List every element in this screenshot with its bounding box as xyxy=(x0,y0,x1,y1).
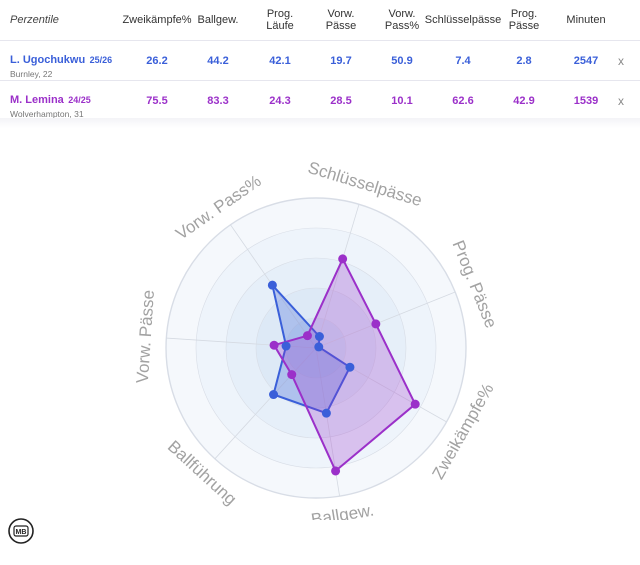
stat-value: 7.4 xyxy=(455,54,471,67)
column-header: Ballgew. xyxy=(197,14,239,26)
data-point xyxy=(281,341,291,351)
player-row: M. Lemina 24/25 Wolverhampton, 31 75.5 83.3… xyxy=(0,81,640,121)
stat-value: 75.5 xyxy=(146,94,168,107)
data-point xyxy=(269,390,279,400)
data-point xyxy=(371,319,381,329)
remove-player-button[interactable]: x xyxy=(618,53,624,68)
stat-value: 42.9 xyxy=(513,94,535,107)
stat-value: 50.9 xyxy=(391,54,413,67)
data-point xyxy=(410,399,420,409)
data-point xyxy=(314,332,324,342)
player-club: Burnley, 22 xyxy=(10,69,53,79)
stat-value: 44.2 xyxy=(207,54,229,67)
radar-spoke xyxy=(315,204,360,349)
remove-player-button[interactable]: x xyxy=(618,93,624,108)
radar-spoke xyxy=(315,291,456,349)
stat-value: 1539 xyxy=(573,94,599,107)
column-header: Vorw. Pässe xyxy=(325,8,357,32)
radar-spoke xyxy=(214,347,317,460)
column-header: Prog. Pässe xyxy=(508,8,540,32)
table-header: Perzentile Zweikämpfe% Ballgew. Prog. Läufe… xyxy=(0,0,640,41)
data-point xyxy=(345,362,355,372)
data-point xyxy=(287,370,297,380)
player-name-block: L. Ugochukwu 25/26 Burnley, 22 xyxy=(10,50,112,79)
stat-value: 2547 xyxy=(573,54,599,67)
column-header: Minuten xyxy=(566,14,606,26)
player-row: L. Ugochukwu 25/26 Burnley, 22 26.2 44.2 42.… xyxy=(0,41,640,81)
series-area xyxy=(273,257,417,472)
player-club: Wolverhampton, 31 xyxy=(10,109,84,119)
player-name: L. Ugochukwu xyxy=(10,54,86,66)
series-area xyxy=(271,284,351,415)
axis-label: Ballgew. xyxy=(310,501,376,520)
player-name: M. Lemina xyxy=(10,94,64,106)
comparison-table: Perzentile Zweikämpfe% Ballgew. Prog. Läufe… xyxy=(0,0,640,121)
svg-text:MB: MB xyxy=(16,529,27,536)
player-name-block: M. Lemina 24/25 Wolverhampton, 31 xyxy=(10,90,91,119)
axis-label: Vorw. Pässe xyxy=(133,289,158,384)
column-header: Zweikämpfe% xyxy=(122,14,192,26)
data-point xyxy=(267,280,277,290)
mb-logo: MB xyxy=(8,518,34,544)
data-point xyxy=(321,408,331,418)
data-point xyxy=(338,254,348,264)
stat-value: 42.1 xyxy=(269,54,291,67)
stat-value: 83.3 xyxy=(207,94,229,107)
data-point xyxy=(314,342,324,352)
header-perzentile: Perzentile xyxy=(10,14,59,26)
column-header: Prog. Läufe xyxy=(266,8,294,32)
column-header: Schlüsselpässe xyxy=(424,14,502,26)
stat-value: 2.8 xyxy=(516,54,532,67)
stat-value: 26.2 xyxy=(146,54,168,67)
player-season: 25/26 xyxy=(89,55,113,65)
stat-value: 28.5 xyxy=(330,94,352,107)
radar-spoke xyxy=(166,337,317,349)
stat-value: 62.6 xyxy=(452,94,474,107)
data-point xyxy=(269,340,279,350)
stat-value: 19.7 xyxy=(330,54,352,67)
stat-value: 10.1 xyxy=(391,94,413,107)
divider xyxy=(0,118,640,128)
data-point xyxy=(331,466,341,476)
column-header: Vorw. Pass% xyxy=(384,8,420,32)
stat-value: 24.3 xyxy=(269,94,291,107)
player-season: 24/25 xyxy=(68,95,91,105)
data-point xyxy=(302,331,312,341)
